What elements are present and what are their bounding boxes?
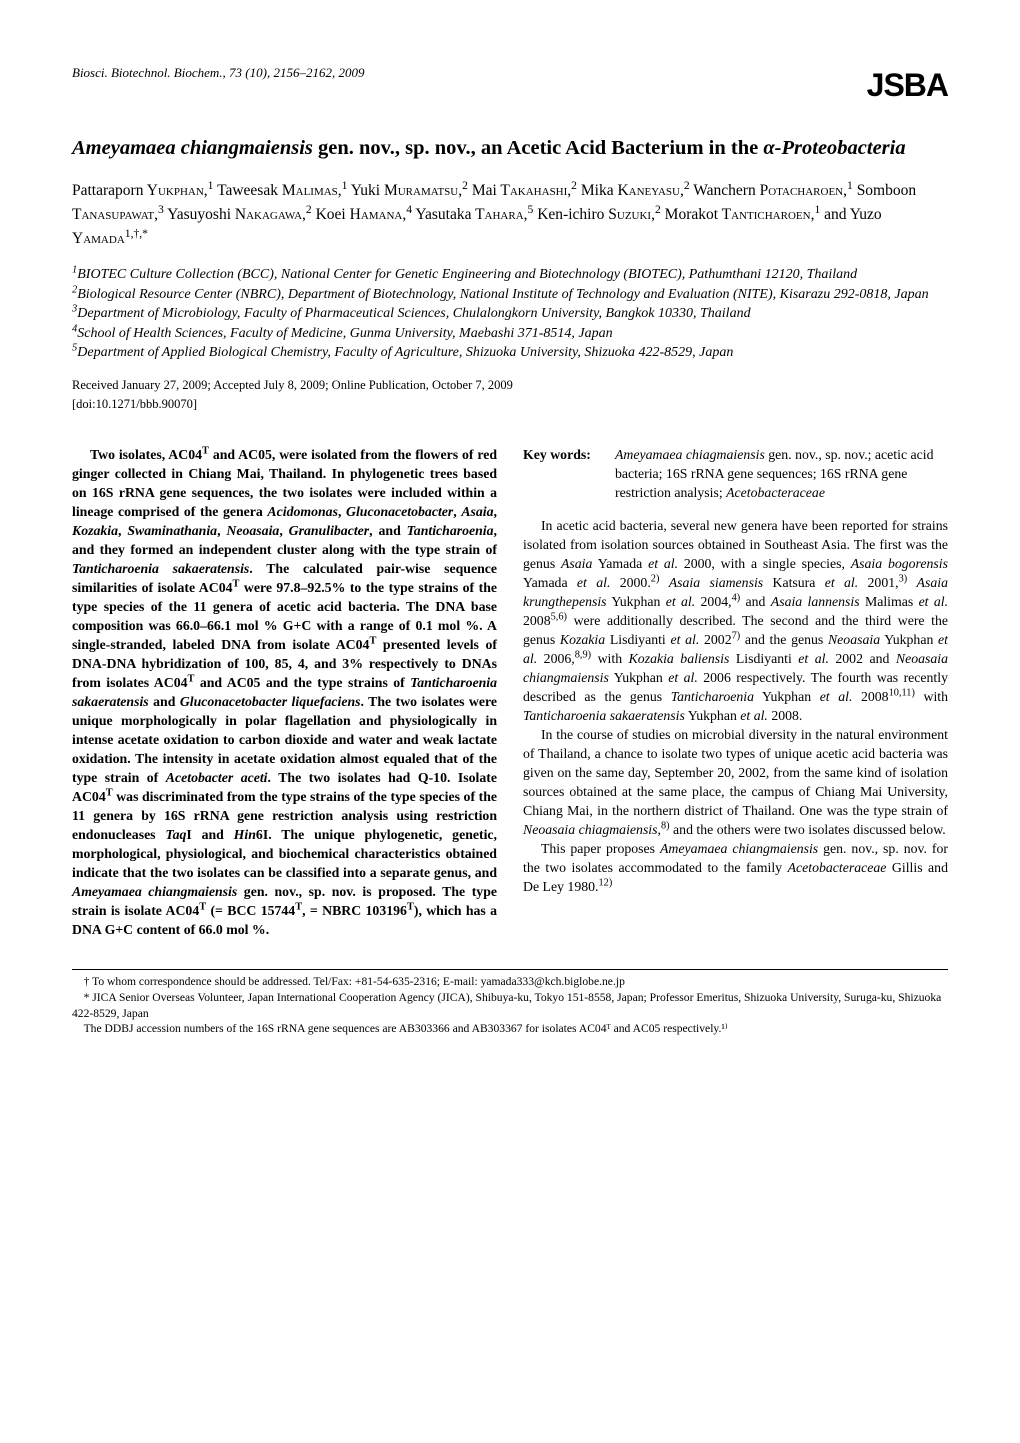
affiliation-item: 2Biological Resource Center (NBRC), Depa… <box>72 285 948 305</box>
doi-line: [doi:10.1271/bbb.90070] <box>72 396 948 413</box>
received-line: Received January 27, 2009; Accepted July… <box>72 377 948 394</box>
keywords: Key words: Ameyamaea chiagmaiensis gen. … <box>523 445 948 502</box>
abstract: Two isolates, AC04T and AC05, were isola… <box>72 445 497 940</box>
affiliation-item: 3Department of Microbiology, Faculty of … <box>72 304 948 324</box>
affil-2: Biological Resource Center (NBRC), Depar… <box>77 287 928 302</box>
article-title: Ameyamaea chiangmaiensis gen. nov., sp. … <box>72 135 948 163</box>
body-text: In acetic acid bacteria, several new gen… <box>523 516 948 897</box>
keywords-label: Key words: <box>523 445 615 502</box>
affiliation-item: 4School of Health Sciences, Faculty of M… <box>72 324 948 344</box>
keywords-text: Ameyamaea chiagmaiensis gen. nov., sp. n… <box>615 445 948 502</box>
title-alpha-italic: α-Proteobacteria <box>763 137 905 159</box>
affiliation-item: 11BIOTEC Culture Collection (BCC), Natio… <box>72 265 948 285</box>
footnotes: † To whom correspondence should be addre… <box>72 969 948 1037</box>
author-list: Pattaraporn Yukphan,1 Taweesak Malimas,1… <box>72 179 948 251</box>
affil-5: Department of Applied Biological Chemist… <box>77 345 733 360</box>
body-paragraph: In the course of studies on microbial di… <box>523 725 948 839</box>
running-header: Biosci. Biotechnol. Biochem., 73 (10), 2… <box>72 64 948 107</box>
affil-4: School of Health Sciences, Faculty of Me… <box>77 326 612 341</box>
body-paragraph: This paper proposes Ameyamaea chiangmaie… <box>523 839 948 896</box>
publisher-logo: JSBA <box>867 64 948 107</box>
footnote-item: * JICA Senior Overseas Volunteer, Japan … <box>72 990 948 1021</box>
footnote-item: The DDBJ accession numbers of the 16S rR… <box>72 1021 948 1037</box>
footnote-item: † To whom correspondence should be addre… <box>72 974 948 990</box>
affiliation-item: 5Department of Applied Biological Chemis… <box>72 343 948 363</box>
affil-3: Department of Microbiology, Faculty of P… <box>77 306 750 321</box>
title-genus-italic: Ameyamaea chiangmaiensis <box>72 137 313 159</box>
journal-citation: Biosci. Biotechnol. Biochem., 73 (10), 2… <box>72 64 364 82</box>
body-paragraph: In acetic acid bacteria, several new gen… <box>523 516 948 725</box>
affiliations: 11BIOTEC Culture Collection (BCC), Natio… <box>72 265 948 363</box>
affil-1: BIOTEC Culture Collection (BCC), Nationa… <box>77 267 857 282</box>
title-text-mid: gen. nov., sp. nov., an Acetic Acid Bact… <box>313 137 763 159</box>
